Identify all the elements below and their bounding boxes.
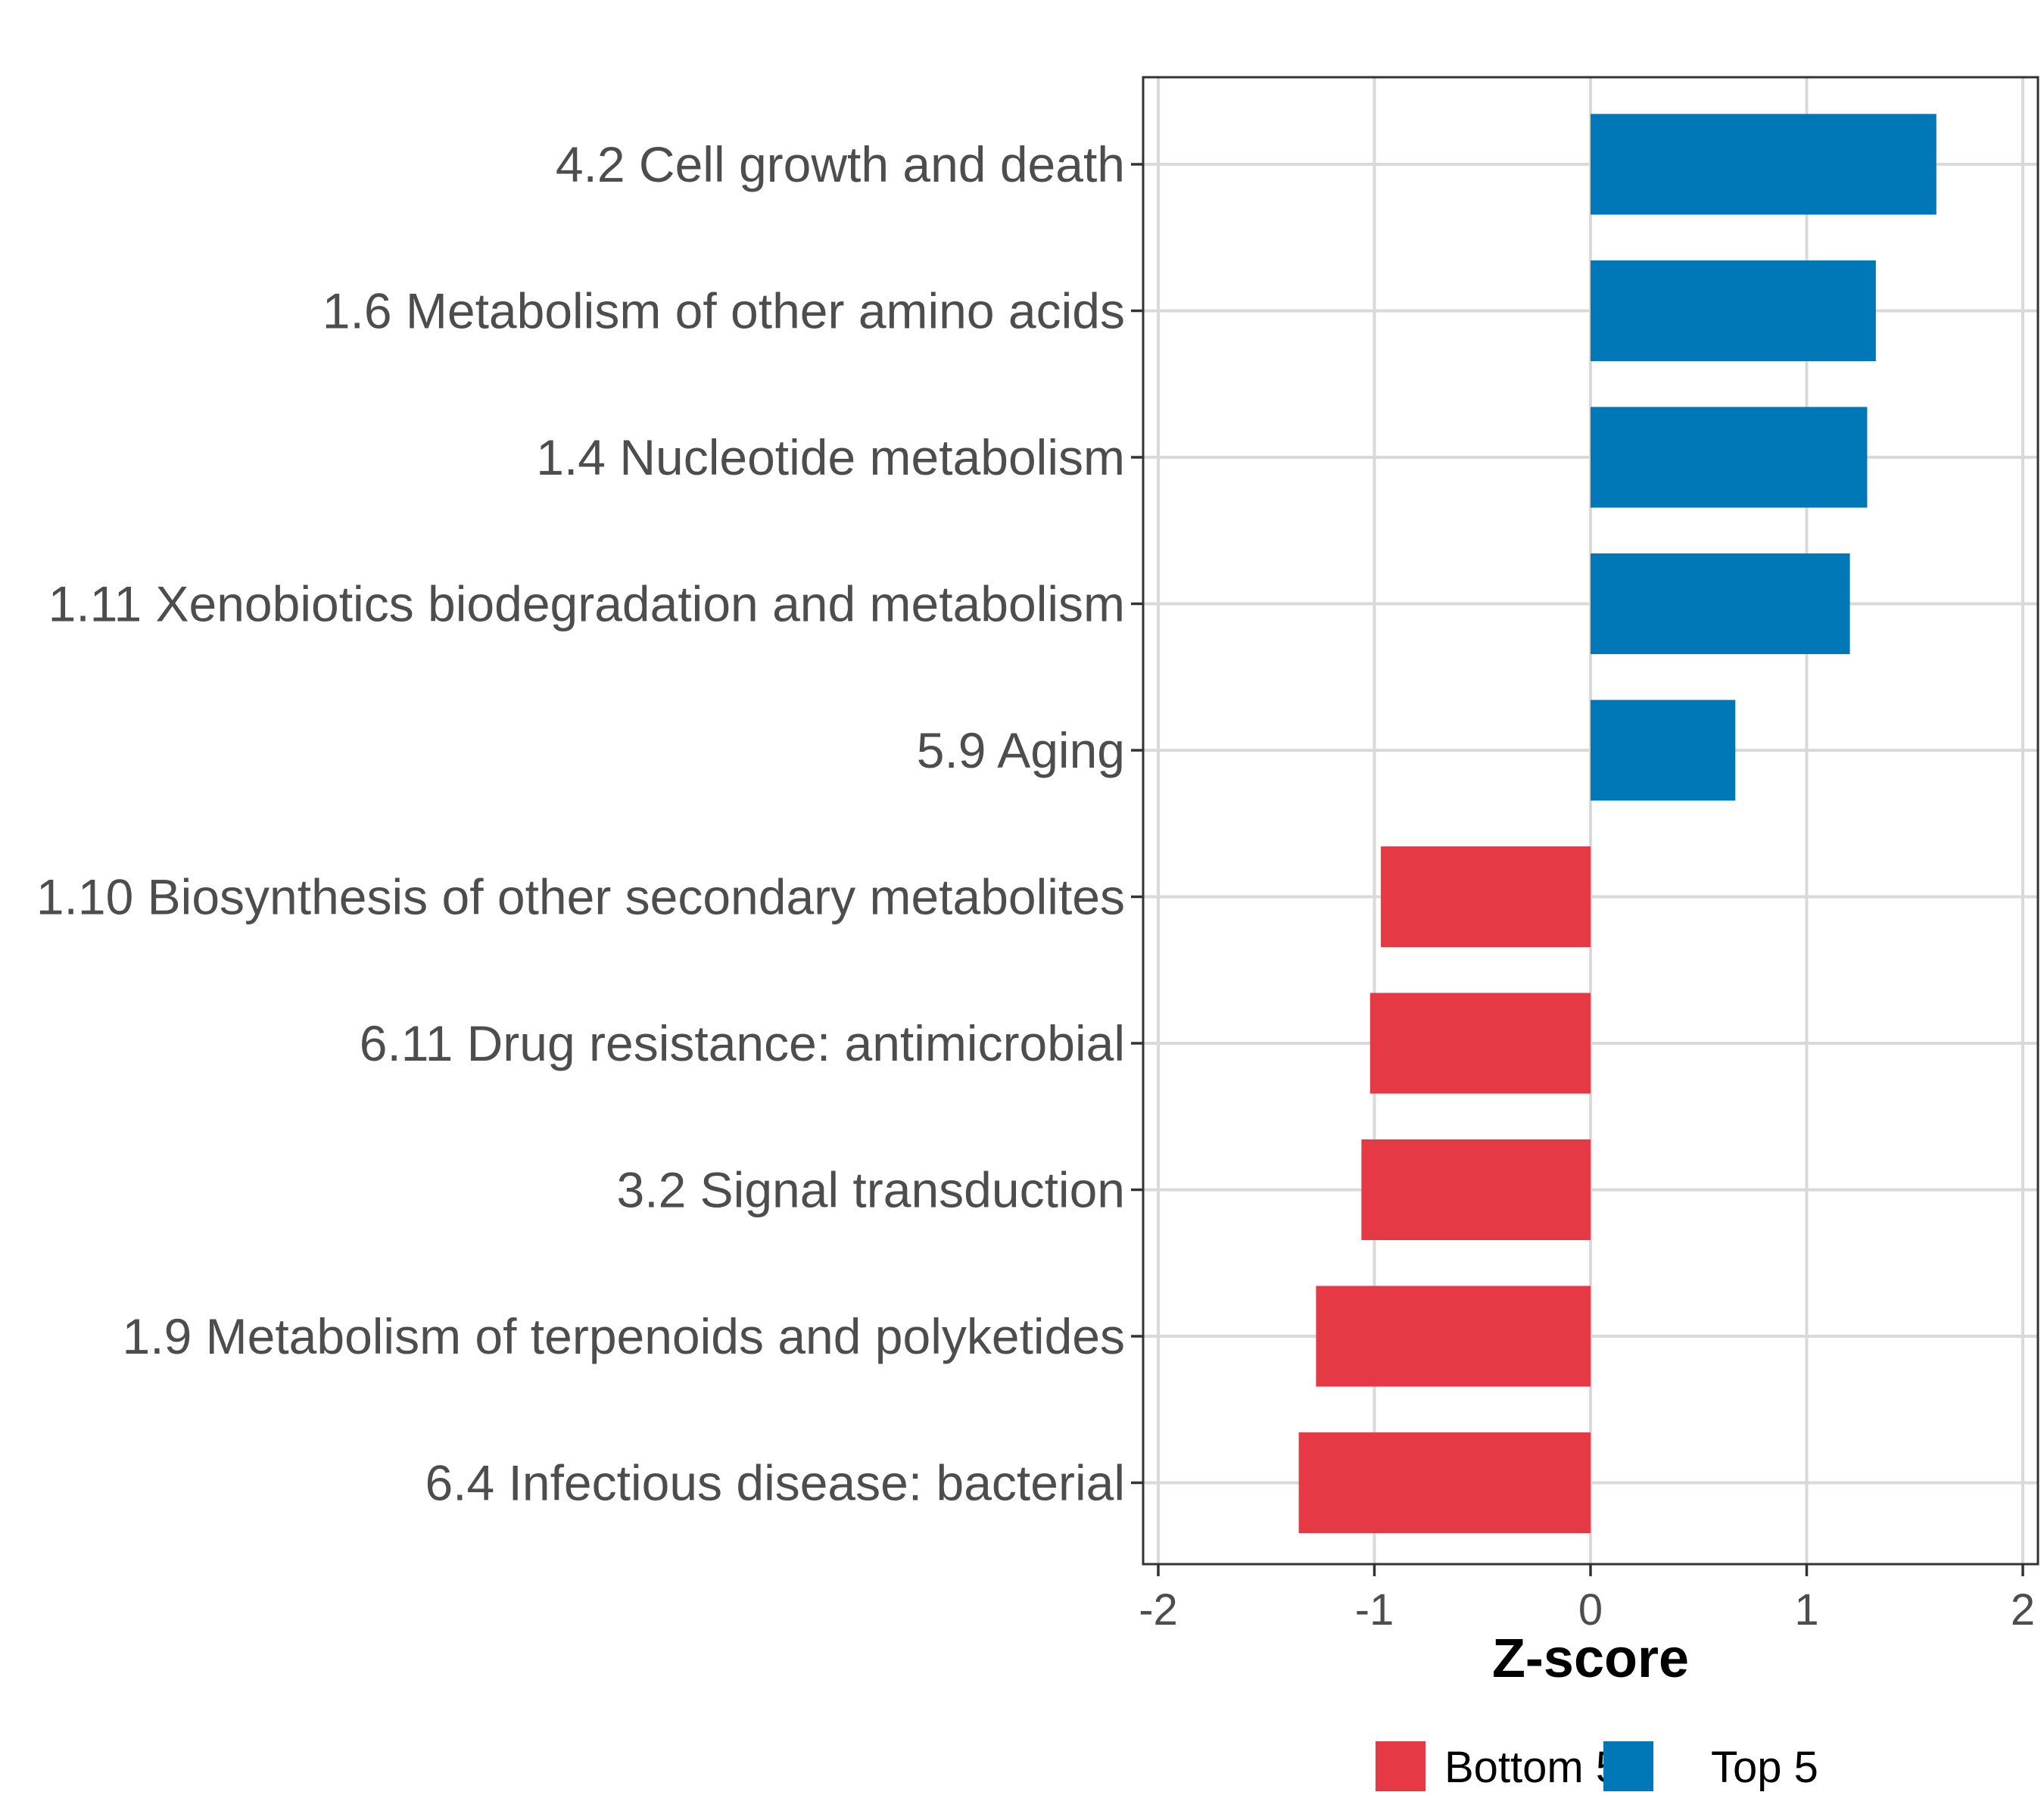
x-axis-title: Z-score	[1492, 1628, 1689, 1689]
category-label: 1.10 Biosynthesis of other secondary met…	[36, 869, 1125, 925]
bar	[1591, 260, 1876, 361]
legend-label: Bottom 5	[1444, 1743, 1620, 1792]
axis-ticks	[1131, 163, 2024, 1576]
bar	[1381, 846, 1591, 947]
x-tick-label: -2	[1139, 1585, 1178, 1635]
bar	[1369, 993, 1591, 1094]
legend-swatch	[1376, 1741, 1426, 1791]
category-label: 1.4 Nucleotide metabolism	[536, 429, 1125, 485]
bar	[1361, 1139, 1591, 1240]
category-label: 3.2 Signal transduction	[617, 1162, 1125, 1218]
category-label: 4.2 Cell growth and death	[556, 136, 1125, 192]
x-tick-labels: -2 -1 0 1 2	[1139, 1585, 2035, 1635]
bar	[1591, 114, 1937, 215]
legend: Bottom 5 Top 5	[1376, 1741, 1818, 1792]
category-label: 1.9 Metabolism of terpenoids and polyket…	[123, 1308, 1125, 1364]
bar	[1591, 553, 1850, 654]
legend-swatch	[1603, 1741, 1653, 1791]
category-label: 6.4 Infectious disease: bacterial	[425, 1455, 1125, 1511]
bar	[1316, 1286, 1591, 1387]
category-labels: 4.2 Cell growth and death 1.6 Metabolism …	[36, 136, 1125, 1511]
bar	[1298, 1432, 1591, 1533]
x-tick-label: -1	[1355, 1585, 1394, 1635]
legend-label: Top 5	[1711, 1743, 1818, 1792]
x-tick-label: 2	[2011, 1585, 2035, 1635]
x-tick-label: 0	[1578, 1585, 1603, 1635]
category-label: 5.9 Aging	[917, 722, 1125, 778]
bar	[1591, 407, 1868, 508]
x-tick-label: 1	[1794, 1585, 1818, 1635]
category-label: 6.11 Drug resistance: antimicrobial	[360, 1015, 1125, 1071]
category-label: 1.6 Metabolism of other amino acids	[322, 283, 1125, 339]
bars	[1298, 114, 1937, 1533]
category-label: 1.11 Xenobiotics biodegradation and meta…	[48, 576, 1125, 632]
bar	[1591, 700, 1736, 801]
